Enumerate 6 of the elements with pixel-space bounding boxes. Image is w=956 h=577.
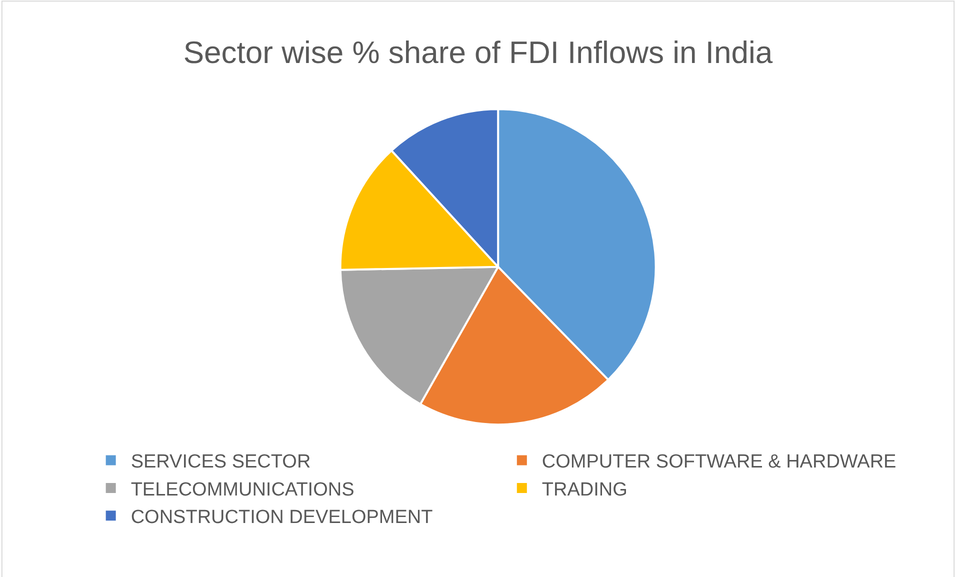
legend-label: SERVICES SECTOR bbox=[130, 452, 311, 473]
legend-label: COMPUTER SOFTWARE & HARDWARE bbox=[542, 452, 896, 473]
legend-label: TRADING bbox=[542, 479, 628, 500]
chart-title: Sector wise % share of FDI Inflows in India bbox=[183, 34, 774, 70]
legend-label: CONSTRUCTION DEVELOPMENT bbox=[130, 507, 434, 528]
legend-label: TELECOMMUNICATIONS bbox=[130, 479, 354, 500]
